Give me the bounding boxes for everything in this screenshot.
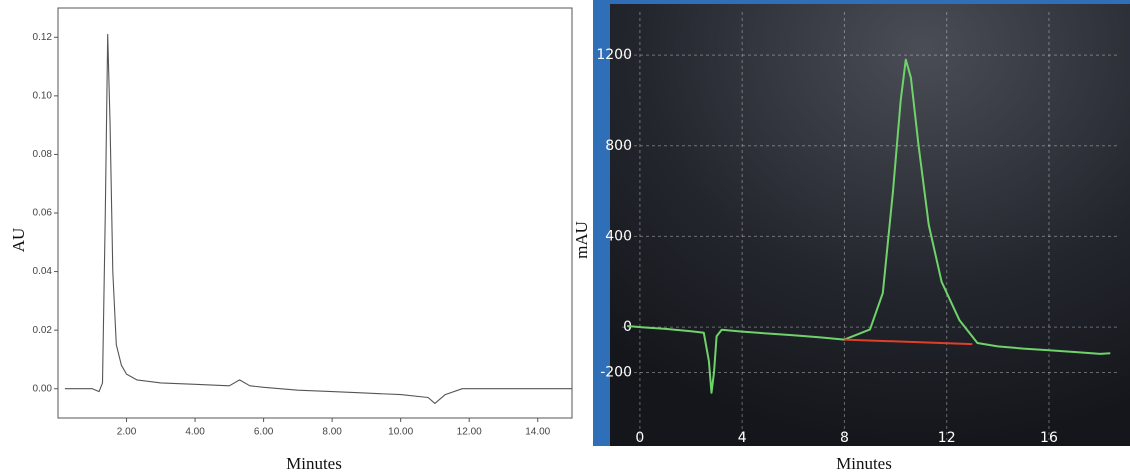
data-line xyxy=(627,58,1111,394)
y-tick-label: 0.02 xyxy=(33,325,53,336)
left-chart: 0.00 0.02 0.04 0.06 0.08 0.10 0.12 2.00 4.00 6.00… xyxy=(33,32,572,438)
y-tick-label: 0.08 xyxy=(33,149,53,160)
y-tick-label: 0.12 xyxy=(33,32,53,43)
x-tick-label: 2.00 xyxy=(117,427,137,438)
y-tick-label: 0 xyxy=(623,319,632,335)
x-tick-label: 0 xyxy=(635,430,644,446)
x-tick-label: 12.00 xyxy=(457,427,482,438)
x-tick-label: 4.00 xyxy=(185,427,205,438)
x-axis-title: Minutes xyxy=(836,454,892,473)
y-tick-label: 0.06 xyxy=(33,208,53,219)
plot-frame xyxy=(57,7,573,419)
y-tick-label: 1200 xyxy=(596,47,632,63)
data-line xyxy=(844,338,973,346)
x-tick-label: 10.00 xyxy=(388,427,413,438)
x-tick-label: 8.00 xyxy=(322,427,342,438)
y-tick-label: 0.10 xyxy=(33,90,53,101)
y-axis-title: mAU xyxy=(572,221,591,259)
data-line xyxy=(64,33,572,404)
x-tick-label: 16 xyxy=(1040,430,1058,446)
right-chart: -200 0 400 800 1200 0 4 8 12 16 xyxy=(596,12,1118,446)
x-tick-label: 14.00 xyxy=(525,427,550,438)
x-tick-label: 6.00 xyxy=(254,427,274,438)
y-tick-label: -200 xyxy=(600,364,632,380)
x-tick-label: 8 xyxy=(840,430,849,446)
y-axis-title: AU xyxy=(9,228,28,253)
screen xyxy=(610,4,1130,446)
y-tick-label: 0.04 xyxy=(33,266,53,277)
y-tick-label: 0.00 xyxy=(33,383,53,394)
y-tick-label: 400 xyxy=(605,228,632,244)
x-tick-label: 12 xyxy=(938,430,956,446)
x-tick-label: 4 xyxy=(738,430,747,446)
y-tick-label: 800 xyxy=(605,138,632,154)
x-axis-title: Minutes xyxy=(286,454,342,473)
